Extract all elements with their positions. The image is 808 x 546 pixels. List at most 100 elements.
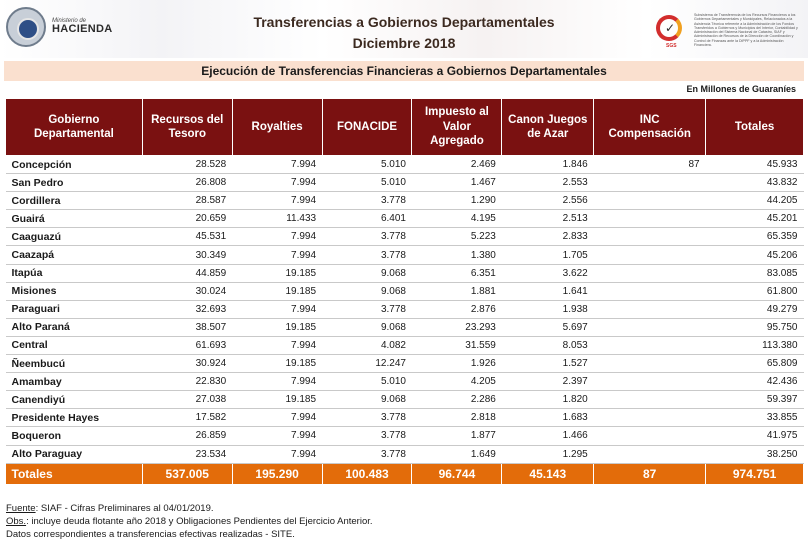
hacienda-logo: Ministerio de HACIENDA xyxy=(6,4,124,50)
value-cell: 45.933 xyxy=(705,155,804,175)
value-cell: 45.206 xyxy=(705,245,804,265)
sgs-certification-icon: ✓ SGS xyxy=(652,13,692,51)
table-row: Guairá 20.659 11.433 6.401 4.195 2.513 45.201 xyxy=(5,209,804,229)
value-cell: 65.809 xyxy=(705,354,804,374)
value-cell: 44.859 xyxy=(142,264,233,283)
value-cell: 1.466 xyxy=(501,426,594,446)
department-name-cell: Guairá xyxy=(5,209,143,229)
logo-small-text: Ministerio de xyxy=(52,18,87,25)
value-cell: 3.778 xyxy=(322,426,412,446)
value-cell: 30.024 xyxy=(142,282,233,301)
source-note: Fuente: SIAF - Cifras Preliminares al 04… xyxy=(6,502,373,515)
value-cell: 5.010 xyxy=(322,372,412,392)
value-cell: 59.397 xyxy=(705,390,804,410)
value-cell: 45.201 xyxy=(705,209,804,229)
value-cell: 1.705 xyxy=(501,245,594,265)
value-cell: 1.467 xyxy=(411,173,502,193)
value-cell: 3.778 xyxy=(322,227,412,247)
value-cell: 1.527 xyxy=(501,354,594,374)
value-cell xyxy=(593,445,706,464)
value-cell: 20.659 xyxy=(142,209,233,229)
totals-label: Totales xyxy=(5,463,143,485)
value-cell: 7.994 xyxy=(232,300,323,319)
value-cell: 19.185 xyxy=(232,264,323,283)
value-cell: 26.808 xyxy=(142,173,233,193)
table-row: Ñeembucú 30.924 19.185 12.247 1.926 1.527 65.8… xyxy=(5,354,804,374)
value-cell: 3.778 xyxy=(322,445,412,464)
value-cell: 4.082 xyxy=(322,336,412,356)
value-cell: 3.778 xyxy=(322,300,412,319)
table-row: Alto Paraguay 23.534 7.994 3.778 1.649 1.295 3… xyxy=(5,445,804,464)
value-cell: 9.068 xyxy=(322,282,412,301)
source-label: Fuente xyxy=(6,503,36,514)
value-cell: 44.205 xyxy=(705,191,804,211)
value-cell xyxy=(593,300,706,319)
value-cell xyxy=(593,282,706,301)
value-cell: 31.559 xyxy=(411,336,502,356)
value-cell: 2.553 xyxy=(501,173,594,193)
value-cell: 95.750 xyxy=(705,318,804,337)
value-cell: 42.436 xyxy=(705,372,804,392)
value-cell: 28.587 xyxy=(142,191,233,211)
value-cell: 1.290 xyxy=(411,191,502,211)
totals-row: Totales 537.005 195.290 100.483 96.744 4… xyxy=(5,463,804,485)
column-header: Canon Juegos de Azar xyxy=(501,98,595,156)
value-cell: 30.924 xyxy=(142,354,233,374)
observation-note: Obs.: incluye deuda flotante año 2018 y … xyxy=(6,515,373,528)
department-name-cell: Presidente Hayes xyxy=(5,408,143,428)
value-cell: 1.641 xyxy=(501,282,594,301)
value-cell: 33.855 xyxy=(705,408,804,428)
value-cell: 19.185 xyxy=(232,390,323,410)
certification-logo: ✓ SGS Subsistema de Transferencia de los… xyxy=(652,13,802,53)
department-name-cell: Alto Paraná xyxy=(5,318,143,337)
value-cell: 7.994 xyxy=(232,173,323,193)
value-cell: 49.279 xyxy=(705,300,804,319)
value-cell: 1.877 xyxy=(411,426,502,446)
value-cell: 22.830 xyxy=(142,372,233,392)
cert-text: Subsistema de Transferencia de los Recur… xyxy=(694,13,798,48)
value-cell: 30.349 xyxy=(142,245,233,265)
department-name-cell: Ñeembucú xyxy=(5,354,143,374)
value-cell: 5.010 xyxy=(322,173,412,193)
value-cell: 1.846 xyxy=(501,155,594,175)
value-cell: 2.469 xyxy=(411,155,502,175)
value-cell: 38.507 xyxy=(142,318,233,337)
department-name-cell: Central xyxy=(5,336,143,356)
report-period: Diciembre 2018 xyxy=(352,35,456,51)
totals-cell: 195.290 xyxy=(232,463,323,485)
table-row: Alto Paraná 38.507 19.185 9.068 23.293 5.697 9… xyxy=(5,318,804,337)
department-name-cell: Itapúa xyxy=(5,264,143,283)
table-row: San Pedro 26.808 7.994 5.010 1.467 2.553 43.83… xyxy=(5,173,804,193)
value-cell xyxy=(593,318,706,337)
value-cell xyxy=(593,264,706,283)
value-cell: 32.693 xyxy=(142,300,233,319)
value-cell xyxy=(593,426,706,446)
value-cell: 2.397 xyxy=(501,372,594,392)
value-cell: 2.513 xyxy=(501,209,594,229)
value-cell: 87 xyxy=(593,155,706,175)
value-cell: 2.833 xyxy=(501,227,594,247)
table-row: Canendiyú 27.038 19.185 9.068 2.286 1.820 59.3… xyxy=(5,390,804,410)
table-row: Paraguari 32.693 7.994 3.778 2.876 1.938 49.27… xyxy=(5,300,804,319)
observation-label: Obs. xyxy=(6,516,27,527)
totals-cell: 537.005 xyxy=(142,463,233,485)
table-row: Caaguazú 45.531 7.994 3.778 5.223 2.833 65.359 xyxy=(5,227,804,247)
logo-text: Ministerio de HACIENDA xyxy=(52,18,112,36)
source-text: : SIAF - Cifras Preliminares al 04/01/20… xyxy=(35,503,214,514)
report-header: Ministerio de HACIENDA Transferencias a … xyxy=(0,0,808,58)
value-cell: 26.859 xyxy=(142,426,233,446)
value-cell: 3.622 xyxy=(501,264,594,283)
value-cell: 23.293 xyxy=(411,318,502,337)
department-name-cell: Alto Paraguay xyxy=(5,445,143,464)
value-cell xyxy=(593,390,706,410)
totals-cell: 45.143 xyxy=(501,463,595,485)
value-cell: 83.085 xyxy=(705,264,804,283)
value-cell: 3.778 xyxy=(322,408,412,428)
value-cell: 7.994 xyxy=(232,372,323,392)
value-cell: 5.697 xyxy=(501,318,594,337)
value-cell: 7.994 xyxy=(232,227,323,247)
value-cell: 23.534 xyxy=(142,445,233,464)
table-row: Amambay 22.830 7.994 5.010 4.205 2.397 42.436 xyxy=(5,372,804,392)
value-cell: 19.185 xyxy=(232,282,323,301)
value-cell: 17.582 xyxy=(142,408,233,428)
